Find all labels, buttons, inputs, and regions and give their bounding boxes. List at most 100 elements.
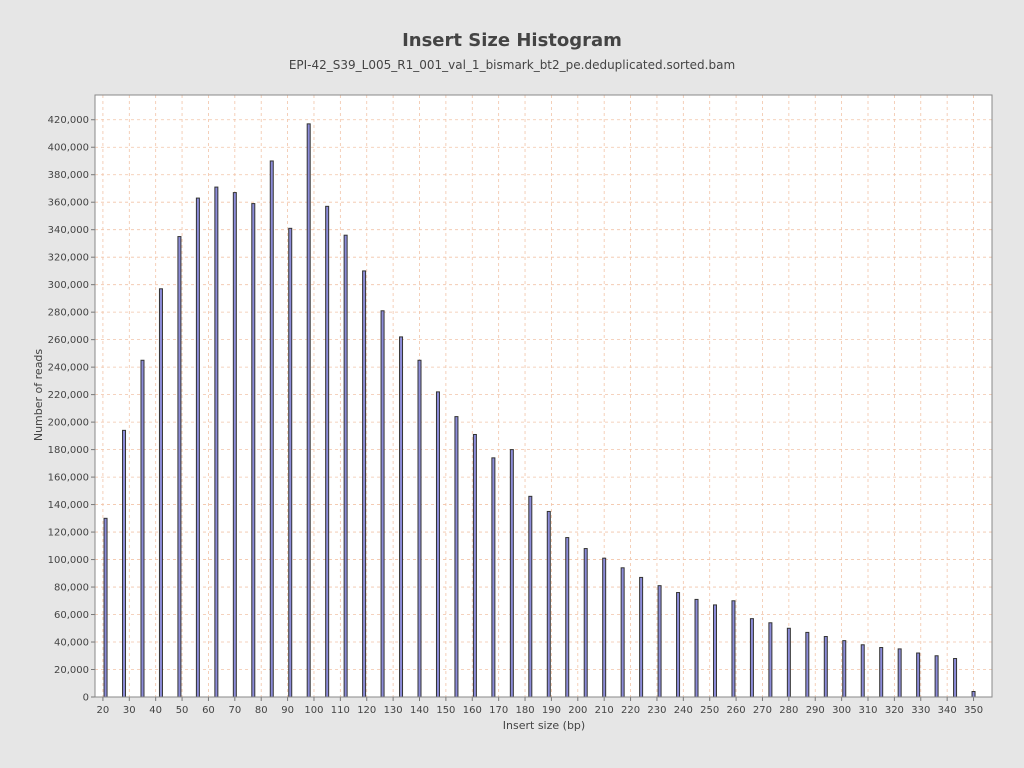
histogram-bar — [805, 631, 810, 698]
plot-area — [95, 95, 992, 697]
x-tick-label: 200 — [568, 705, 587, 716]
histogram-bar — [565, 537, 570, 698]
y-tick-label: 320,000 — [48, 253, 89, 264]
histogram-bar — [195, 197, 200, 698]
histogram-bar — [823, 636, 828, 698]
histogram-bar — [399, 336, 404, 698]
histogram-bar — [362, 270, 367, 698]
y-tick-label: 400,000 — [48, 143, 89, 154]
y-tick-label: 260,000 — [48, 335, 89, 346]
x-tick-label: 280 — [779, 705, 798, 716]
histogram-bar — [380, 310, 385, 698]
histogram-bar — [251, 203, 256, 698]
x-tick-label: 40 — [149, 705, 162, 716]
x-tick-label: 120 — [357, 705, 376, 716]
x-tick-label: 50 — [176, 705, 189, 716]
y-tick-label: 80,000 — [54, 583, 89, 594]
y-tick-label: 240,000 — [48, 363, 89, 374]
histogram-bar — [731, 600, 736, 698]
x-tick-label: 140 — [410, 705, 429, 716]
histogram-bar — [232, 192, 237, 698]
histogram-bar — [288, 227, 293, 698]
plot-border — [94, 94, 993, 698]
histogram-bar — [786, 627, 791, 698]
histogram-bar — [435, 391, 440, 698]
x-tick-label: 90 — [281, 705, 294, 716]
x-tick-label: 80 — [255, 705, 268, 716]
x-tick-label: 20 — [97, 705, 110, 716]
histogram-bar — [749, 618, 754, 698]
x-tick-label: 110 — [331, 705, 350, 716]
y-tick-label: 360,000 — [48, 198, 89, 209]
histogram-bar — [694, 598, 699, 698]
x-tick-label: 300 — [832, 705, 851, 716]
x-tick-label: 70 — [228, 705, 241, 716]
x-tick-label: 170 — [489, 705, 508, 716]
histogram-bar — [509, 449, 514, 698]
x-tick-label: 130 — [384, 705, 403, 716]
histogram-bar — [177, 236, 182, 698]
histogram-bar — [546, 510, 551, 698]
x-tick-label: 30 — [123, 705, 136, 716]
y-tick-label: 60,000 — [54, 610, 89, 621]
histogram-bar — [620, 567, 625, 698]
histogram-bar — [657, 585, 662, 698]
x-tick-label: 230 — [647, 705, 666, 716]
y-tick-label: 220,000 — [48, 390, 89, 401]
y-tick-label: 40,000 — [54, 638, 89, 649]
histogram-bar — [602, 557, 607, 698]
histogram-bar — [306, 123, 311, 698]
histogram-bar — [343, 234, 348, 698]
x-tick-label: 320 — [885, 705, 904, 716]
y-tick-label: 280,000 — [48, 308, 89, 319]
histogram-bar — [269, 160, 274, 698]
x-tick-label: 330 — [911, 705, 930, 716]
x-tick-label: 100 — [304, 705, 323, 716]
x-tick-label: 210 — [595, 705, 614, 716]
histogram-bar — [491, 457, 496, 698]
histogram-bar — [417, 359, 422, 698]
y-tick-label: 140,000 — [48, 500, 89, 511]
histogram-bar — [103, 517, 108, 698]
y-tick-label: 20,000 — [54, 665, 89, 676]
chart-title: Insert Size Histogram — [402, 30, 622, 51]
x-tick-label: 220 — [621, 705, 640, 716]
histogram-bar — [879, 647, 884, 698]
y-tick-label: 100,000 — [48, 555, 89, 566]
y-tick-label: 0 — [83, 693, 89, 704]
y-axis-label: Number of reads — [32, 349, 45, 442]
x-tick-label: 60 — [202, 705, 215, 716]
x-tick-label: 260 — [727, 705, 746, 716]
x-tick-label: 190 — [542, 705, 561, 716]
histogram-bar — [971, 691, 976, 698]
x-tick-label: 340 — [938, 705, 957, 716]
histogram-bar — [454, 416, 459, 698]
chart-subtitle: EPI-42_S39_L005_R1_001_val_1_bismark_bt2… — [288, 58, 736, 72]
x-tick-label: 160 — [463, 705, 482, 716]
x-tick-label: 290 — [806, 705, 825, 716]
y-tick-label: 300,000 — [48, 280, 89, 291]
histogram-bar — [953, 658, 958, 698]
histogram-bar — [842, 640, 847, 698]
x-tick-label: 150 — [436, 705, 455, 716]
x-tick-label: 270 — [753, 705, 772, 716]
histogram-bar — [140, 359, 145, 698]
histogram-bar — [768, 622, 773, 698]
histogram-bar — [583, 548, 588, 698]
x-tick-label: 180 — [515, 705, 534, 716]
x-tick-label: 310 — [858, 705, 877, 716]
histogram-bar — [639, 576, 644, 698]
histogram-bar — [472, 433, 477, 698]
histogram-bar — [934, 655, 939, 698]
histogram-bar — [122, 429, 127, 698]
histogram-bar — [676, 592, 681, 698]
y-tick-label: 200,000 — [48, 418, 89, 429]
y-tick-label: 120,000 — [48, 528, 89, 539]
y-tick-label: 340,000 — [48, 225, 89, 236]
histogram-bar — [528, 495, 533, 698]
histogram-bar — [712, 604, 717, 698]
histogram-bar — [325, 205, 330, 698]
histogram-bar — [916, 652, 921, 698]
histogram-bar — [860, 644, 865, 698]
